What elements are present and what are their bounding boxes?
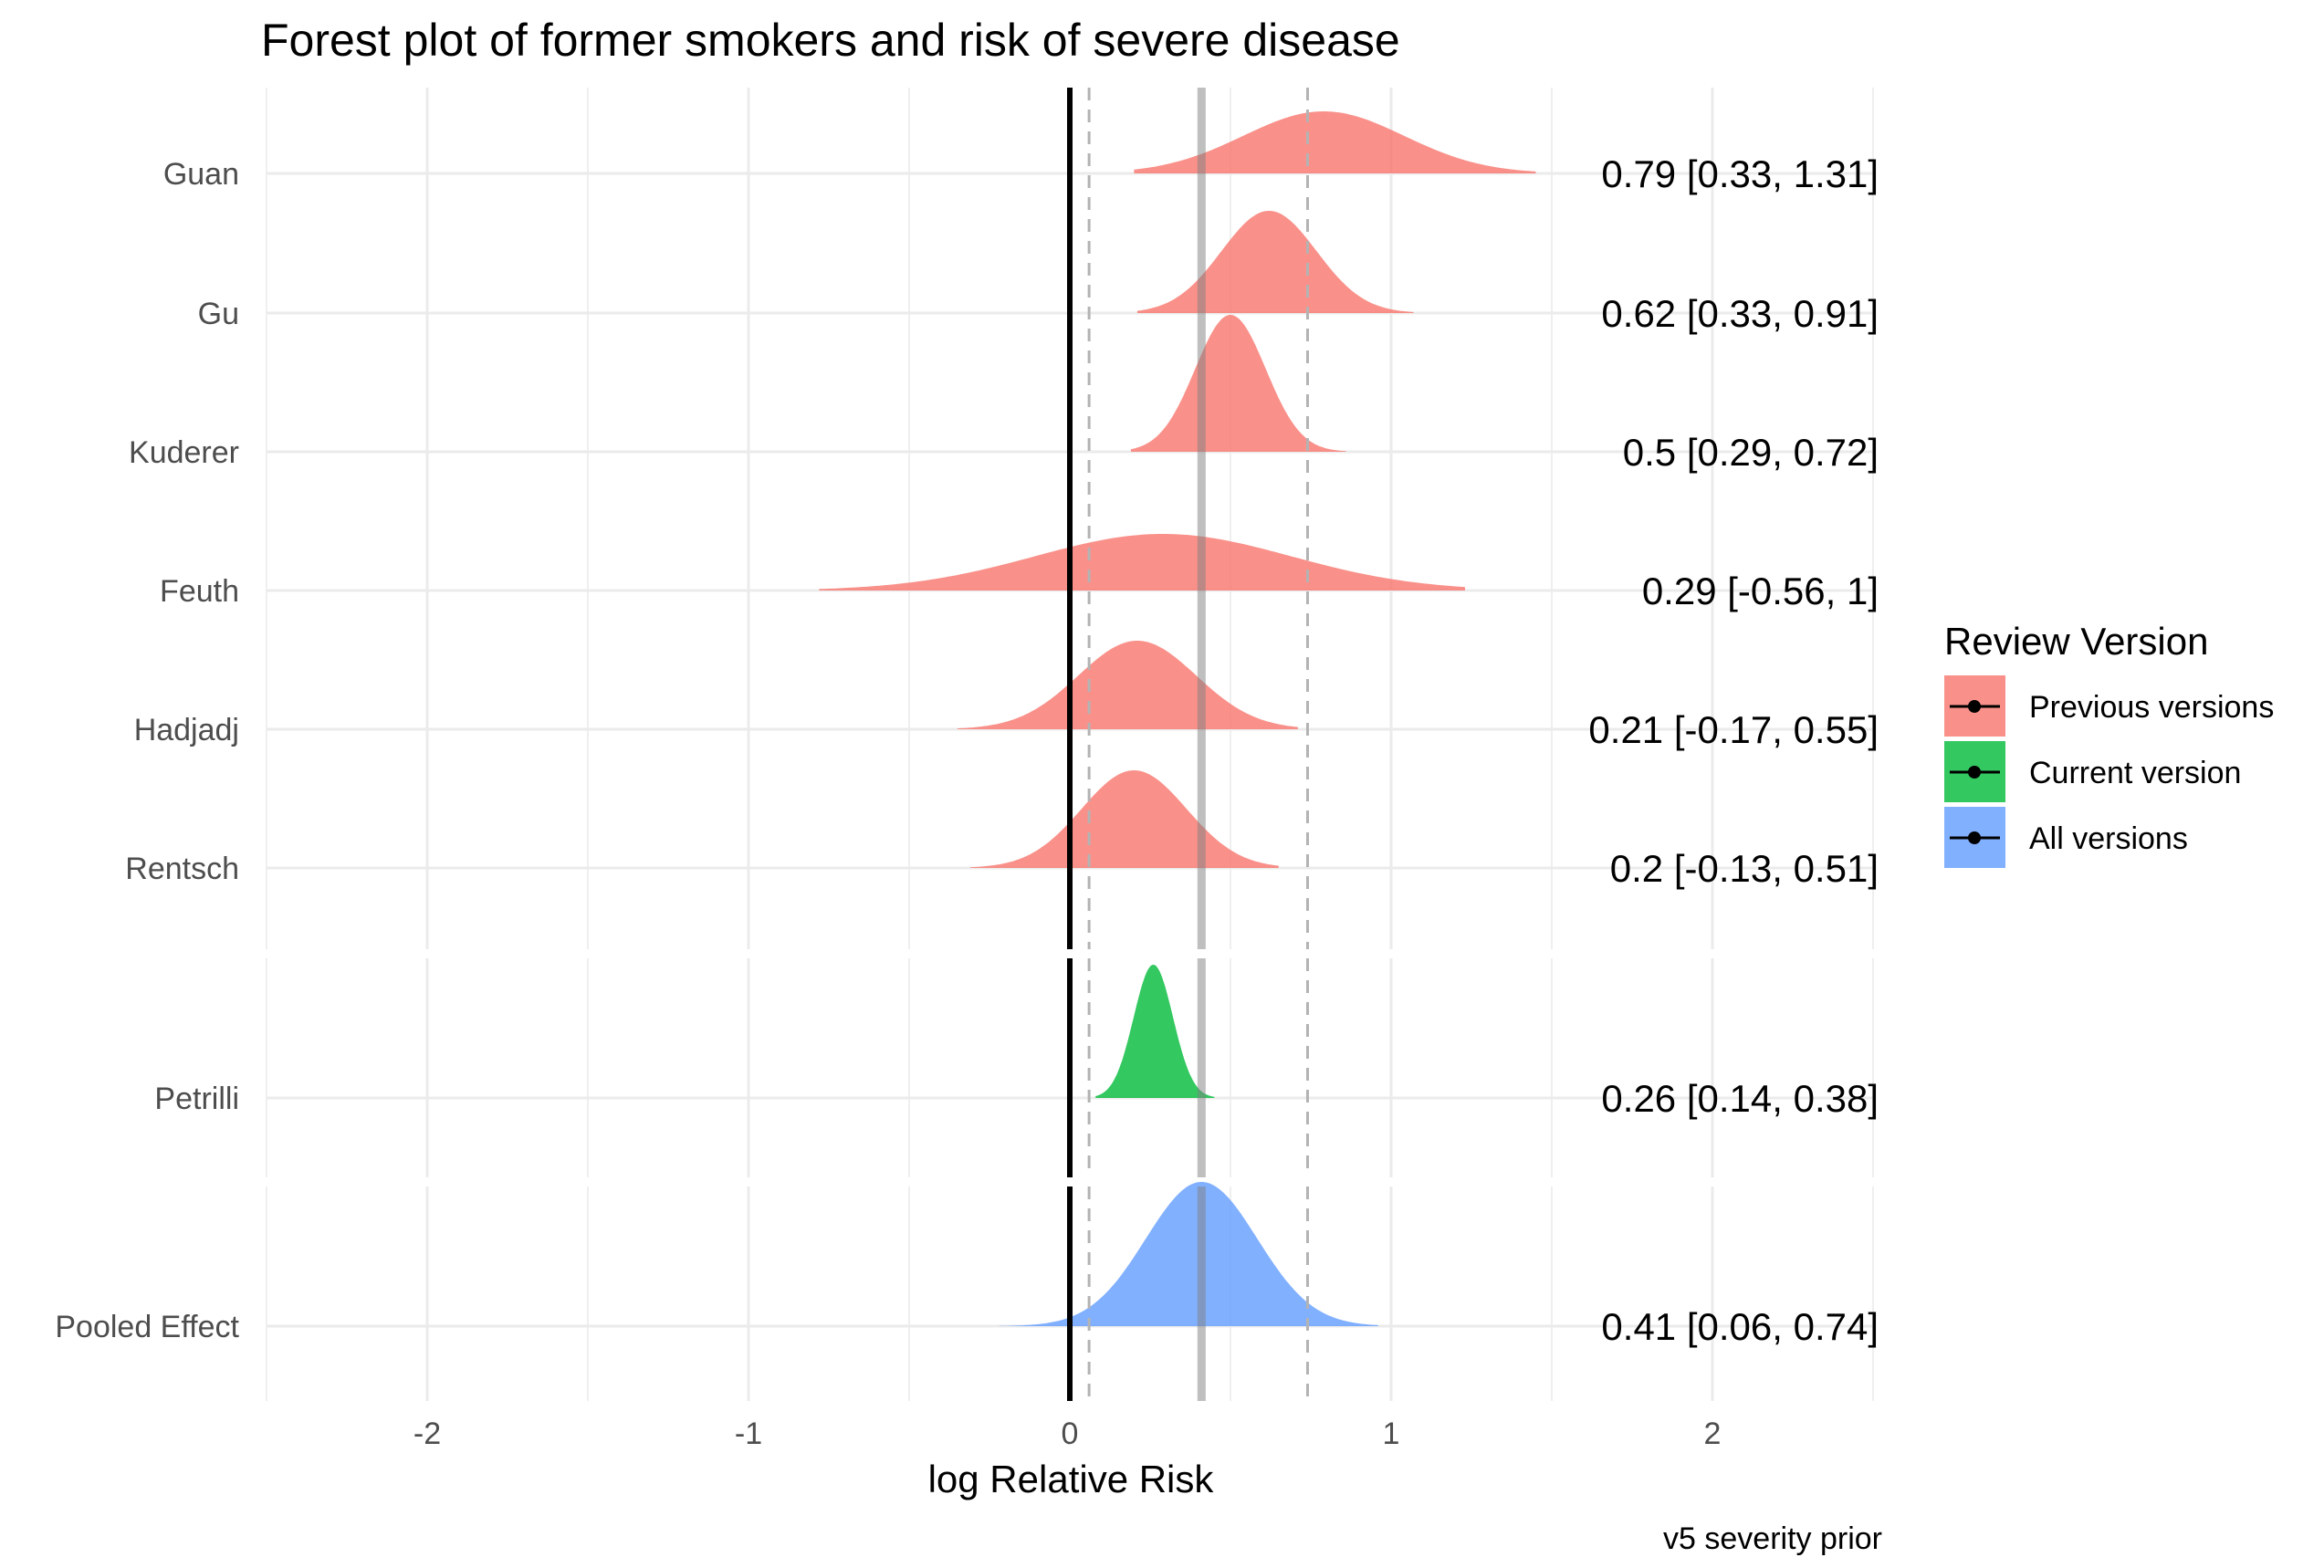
ridge-hadjadj <box>957 641 1298 729</box>
legend-label: Previous versions <box>2029 690 2274 725</box>
estimate-label: 0.21 [-0.17, 0.55] <box>1588 708 1879 751</box>
ridge-kuderer <box>1130 315 1346 452</box>
legend-label: All versions <box>2029 821 2188 856</box>
y-tick-label: Gu <box>198 297 239 331</box>
legend-key-point <box>1968 831 1981 844</box>
ridge-gu <box>1136 211 1414 313</box>
y-tick-label: Petrilli <box>154 1082 239 1116</box>
legend-key-point <box>1968 766 1981 779</box>
estimate-label: 0.29 [-0.56, 1] <box>1642 570 1879 612</box>
y-tick-label: Pooled Effect <box>55 1310 239 1344</box>
y-tick-label: Hadjadj <box>134 713 239 747</box>
y-tick-label: Feuth <box>160 574 239 609</box>
estimate-label: 0.5 [0.29, 0.72] <box>1623 431 1879 474</box>
chart-title: Forest plot of former smokers and risk o… <box>261 15 1400 66</box>
estimate-label: 0.79 [0.33, 1.31] <box>1601 152 1879 195</box>
ridge-petrilli <box>1095 965 1215 1098</box>
estimate-label: 0.41 [0.06, 0.74] <box>1601 1305 1879 1348</box>
x-tick-label: 2 <box>1704 1416 1722 1451</box>
y-tick-labels: Guan Gu Kuderer Feuth Hadjadj Rentsch Petrilli… <box>55 157 239 1344</box>
legend-items: Previous versions Current version All vers… <box>1944 675 2274 868</box>
legend-key-point <box>1968 700 1981 713</box>
y-tick-label: Kuderer <box>129 435 239 470</box>
y-tick-label: Rentsch <box>125 852 239 886</box>
x-axis-title: log Relative Risk <box>928 1458 1215 1500</box>
reference-lines <box>1067 88 1309 1401</box>
legend-title: Review Version <box>1944 620 2208 663</box>
x-tick-label: 0 <box>1062 1416 1079 1451</box>
grid-layer <box>266 88 1874 1401</box>
estimate-label: 0.62 [0.33, 0.91] <box>1601 292 1879 335</box>
x-tick-label: -2 <box>414 1416 441 1451</box>
density-ridges <box>819 111 1536 1326</box>
legend: Review Version Previous versions Current … <box>1944 620 2274 868</box>
estimate-label: 0.26 [0.14, 0.38] <box>1601 1077 1879 1120</box>
ridge-pooled-effect <box>999 1182 1378 1326</box>
ridge-feuth <box>819 534 1465 591</box>
x-tick-label: -1 <box>735 1416 762 1451</box>
legend-item: Current version <box>1944 741 2241 802</box>
x-tick-label: 1 <box>1383 1416 1400 1451</box>
x-tick-labels: -2 -1 0 1 2 <box>414 1416 1722 1451</box>
ridge-guan <box>1134 111 1536 173</box>
y-tick-label: Guan <box>163 157 239 192</box>
estimate-label: 0.2 [-0.13, 0.51] <box>1610 847 1879 890</box>
legend-item: All versions <box>1944 807 2188 868</box>
estimate-labels: 0.79 [0.33, 1.31] 0.62 [0.33, 0.91] 0.5 [0… <box>1588 152 1879 1348</box>
legend-item: Previous versions <box>1944 675 2274 737</box>
chart-caption: v5 severity prior <box>1663 1521 1882 1556</box>
legend-label: Current version <box>2029 756 2241 790</box>
ridge-rentsch <box>969 770 1279 868</box>
